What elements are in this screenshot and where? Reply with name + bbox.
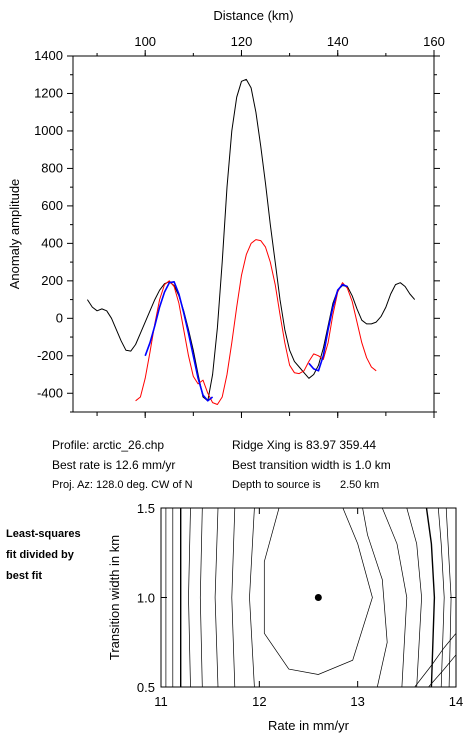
y-tick-label: -200 bbox=[37, 348, 63, 363]
x-axis-label: Distance (km) bbox=[213, 8, 293, 23]
y-tick-label: 1000 bbox=[34, 123, 63, 138]
y-axis-label: Anomaly amplitude bbox=[7, 179, 22, 290]
contour-line bbox=[214, 507, 219, 688]
x-axis-label: Rate in mm/yr bbox=[268, 718, 350, 733]
y-axis-label: Transition width in km bbox=[107, 535, 122, 660]
anomaly-profile-chart: 100 120 140 160 -400 -200 0 200 400 600 800 1000 120… bbox=[7, 8, 445, 418]
x-tick-label: 13 bbox=[350, 694, 364, 709]
contour-line bbox=[437, 507, 445, 688]
y-tick-label: 400 bbox=[41, 235, 63, 250]
y-tick-label: 1400 bbox=[34, 48, 63, 63]
y-tick-label: -400 bbox=[37, 385, 63, 400]
best-rate-label: Best rate is 12.6 mm/yr bbox=[52, 458, 176, 472]
contour-frame bbox=[160, 507, 457, 688]
series-line bbox=[144, 281, 348, 402]
contour-line bbox=[199, 507, 203, 688]
contour-line bbox=[231, 507, 236, 688]
plot-frame bbox=[72, 55, 435, 413]
misfit-note-line: fit divided by bbox=[6, 549, 74, 561]
x-tick-label: 14 bbox=[449, 694, 463, 709]
contour-line bbox=[263, 507, 373, 675]
ridge-crossing-label: Ridge Xing is 83.97 359.44 bbox=[232, 438, 377, 452]
y-tick-label: 1.5 bbox=[137, 501, 155, 516]
y-tick-label: 1.0 bbox=[137, 591, 155, 606]
contour-line bbox=[362, 507, 388, 688]
misfit-note: Least-squares fit divided by best fit bbox=[6, 524, 81, 587]
contour-line bbox=[188, 507, 191, 688]
x-tick-label: 12 bbox=[252, 694, 266, 709]
series-line bbox=[86, 78, 416, 402]
contour-line bbox=[249, 507, 255, 688]
y-tick-label: 200 bbox=[41, 273, 63, 288]
y-tick-label: 1200 bbox=[34, 85, 63, 100]
contour-line bbox=[414, 633, 457, 688]
misfit-note-line: best fit bbox=[6, 570, 43, 582]
y-tick-label: 600 bbox=[41, 198, 63, 213]
x-tick-label: 140 bbox=[327, 34, 349, 49]
contour-line bbox=[381, 507, 408, 688]
misfit-contour-chart: 11 12 13 14 0.5 1.0 1.5 Rate in mm/yr Transition… bbox=[107, 501, 463, 733]
x-tick-label: 160 bbox=[423, 34, 445, 49]
y-tick-label: 0.5 bbox=[137, 680, 155, 695]
x-tick-label: 120 bbox=[231, 34, 253, 49]
best-width-label: Best transition width is 1.0 km bbox=[232, 458, 391, 472]
misfit-note-line: Least-squares bbox=[6, 528, 81, 540]
contour-line bbox=[406, 507, 422, 688]
contour-line bbox=[428, 654, 457, 688]
projection-azimuth-label: Proj. Az: 128.0 deg. CW of N bbox=[52, 479, 193, 491]
x-tick-label: 11 bbox=[154, 694, 168, 709]
depth-value: 2.50 km bbox=[340, 479, 380, 491]
y-tick-label: 0 bbox=[56, 310, 63, 325]
contour-line bbox=[425, 507, 436, 688]
y-tick-label: 800 bbox=[41, 160, 63, 175]
x-tick-label: 100 bbox=[134, 34, 156, 49]
best-fit-point bbox=[314, 594, 322, 601]
depth-label: Depth to source is bbox=[232, 479, 321, 491]
contour-line bbox=[445, 507, 452, 688]
profile-label: Profile: arctic_26.chp bbox=[52, 438, 165, 452]
series-line bbox=[135, 239, 377, 405]
